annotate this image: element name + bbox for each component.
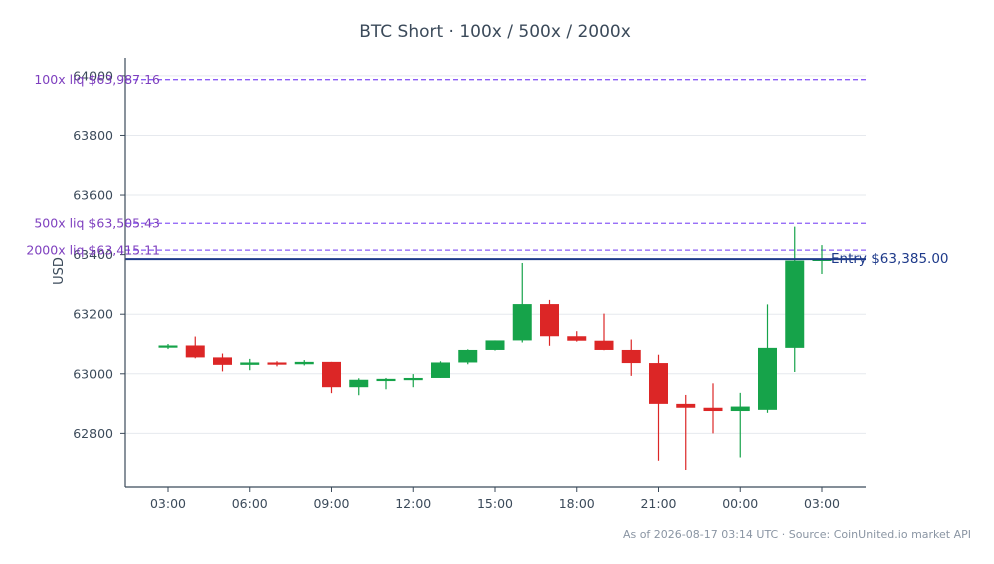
x-tick-label: 00:00 <box>722 496 758 511</box>
candle-body <box>158 345 178 348</box>
candle-body <box>676 403 696 408</box>
candle-body <box>376 378 396 382</box>
candle-body <box>621 349 641 364</box>
candle-body <box>403 377 423 381</box>
candle <box>294 360 314 366</box>
candle-body <box>431 362 450 378</box>
grid-lines <box>125 75 866 434</box>
y-tick-label: 63200 <box>73 307 113 322</box>
candle <box>349 378 369 396</box>
liquidation-labels: 100x liq $63,987.16 500x liq $63,505.43 20… <box>26 72 160 257</box>
footer-note: As of 2026-08-17 03:14 UTC · Source: Coi… <box>623 528 971 541</box>
x-tick-label: 18:00 <box>559 496 595 511</box>
candle <box>322 361 341 394</box>
candle-body <box>240 362 260 365</box>
candle-body <box>512 304 532 341</box>
chart-title: BTC Short · 100x / 500x / 2000x <box>359 22 631 42</box>
candle-body <box>785 260 805 348</box>
candle <box>485 340 505 351</box>
candle <box>403 374 423 388</box>
candle-body <box>594 340 614 350</box>
candle <box>703 383 723 434</box>
candle <box>649 354 668 461</box>
candle-body <box>185 345 205 358</box>
y-tick-label: 63000 <box>73 366 113 381</box>
candle <box>158 344 178 350</box>
y-tick-label: 63400 <box>73 247 113 262</box>
y-tick-label: 62800 <box>73 426 113 441</box>
candle-body <box>703 407 723 412</box>
candle <box>676 394 696 471</box>
candle <box>594 313 614 351</box>
candle-body <box>294 361 314 365</box>
candle-body <box>649 363 668 404</box>
candle <box>213 353 232 372</box>
x-tick-label: 12:00 <box>395 496 431 511</box>
liquidation-label: 100x liq $63,987.16 <box>34 72 160 87</box>
x-tick-label: 03:00 <box>804 496 840 511</box>
x-tick-label: 21:00 <box>640 496 676 511</box>
candle-body <box>458 349 478 363</box>
x-tick-label: 15:00 <box>477 496 513 511</box>
x-tick-label: 06:00 <box>232 496 268 511</box>
y-tick-label: 63800 <box>73 128 113 143</box>
candle-body <box>349 379 369 388</box>
liquidation-label: 500x liq $63,505.43 <box>34 216 160 231</box>
candle <box>376 377 396 390</box>
candle-body <box>485 340 505 350</box>
axes <box>120 58 866 492</box>
candle-body <box>567 336 587 341</box>
candle-body <box>730 406 750 412</box>
candle <box>185 336 205 359</box>
candle <box>267 361 287 367</box>
candle-body <box>540 304 559 337</box>
candle-body <box>267 362 287 365</box>
candle <box>540 299 559 346</box>
candle <box>621 339 641 376</box>
y-tick-label: 63600 <box>73 188 113 203</box>
candle <box>240 358 260 371</box>
candle-body <box>213 357 232 365</box>
candle <box>758 304 777 413</box>
candles <box>158 226 832 471</box>
x-tick-label: 09:00 <box>313 496 349 511</box>
entry-label: Entry $63,385.00 <box>831 251 949 267</box>
liquidation-label: 2000x liq $63,415.11 <box>26 243 160 258</box>
candle-body <box>758 347 777 410</box>
x-tick-label: 03:00 <box>150 496 186 511</box>
candle <box>785 226 805 373</box>
candle <box>730 392 750 458</box>
liquidation-levels <box>125 79 866 251</box>
y-axis-label: USD <box>52 257 67 285</box>
entry-level: Entry $63,385.00 <box>125 251 949 267</box>
candle <box>567 331 587 342</box>
tick-labels: 62800 63000 63200 63400 63600 63800 64000 03:00… <box>73 68 840 511</box>
candle-body <box>322 361 341 388</box>
candle <box>512 262 532 343</box>
candle <box>431 361 450 378</box>
y-tick-label: 64000 <box>73 68 113 83</box>
candle <box>458 349 478 365</box>
